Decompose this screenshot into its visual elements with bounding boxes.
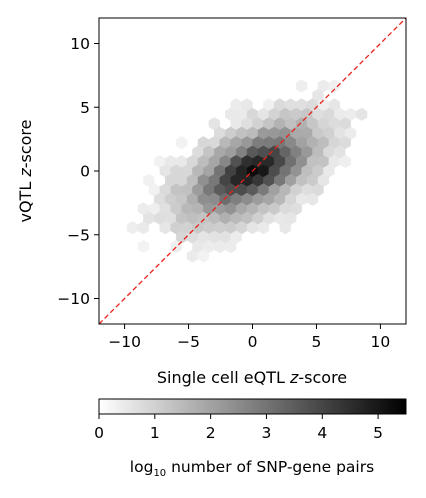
colorbar-tick-label: 0	[94, 424, 104, 442]
identity-reference-line	[99, 18, 406, 324]
hexbin-cell	[328, 79, 340, 93]
x-tick-label: −10	[108, 333, 141, 351]
hexbin-cell	[339, 155, 351, 169]
y-tick-label: −10	[57, 290, 90, 308]
hexbin-cell	[197, 249, 210, 263]
hexbin-cell	[137, 221, 150, 235]
colorbar-label: log10 number of SNP-gene pairs	[130, 458, 374, 479]
x-tick-label: 0	[248, 333, 258, 351]
x-tick-label: 10	[371, 333, 391, 351]
colorbar	[98, 398, 407, 415]
y-axis-ticks: −10 −5 0 5 10	[57, 35, 99, 308]
y-tick-label: −5	[67, 226, 90, 244]
hexbin-cell	[137, 240, 150, 254]
hexbin-cell	[306, 192, 319, 206]
colorbar-tick-label: 3	[262, 424, 272, 442]
hexbin-cell	[295, 79, 308, 93]
hexbin-cells	[126, 79, 368, 263]
x-tick-label: 5	[312, 333, 322, 351]
colorbar-tick-label: 4	[317, 424, 327, 442]
colorbar-tick-label: 5	[373, 424, 383, 442]
y-axis-label: vQTL z-score	[16, 119, 35, 222]
x-tick-label: −5	[177, 333, 200, 351]
hexbin-cell	[175, 136, 188, 150]
colorbar-tick-label: 2	[206, 424, 216, 442]
y-tick-label: 10	[70, 35, 90, 53]
x-axis-ticks: −10 −5 0 5 10	[108, 324, 390, 351]
y-tick-label: 5	[80, 99, 90, 117]
colorbar-tick-label: 1	[150, 424, 160, 442]
hexbin-cell	[257, 221, 270, 235]
hexbin-cell	[126, 221, 139, 235]
colorbar-ticks: 0 1 2 3 4 5	[94, 414, 383, 442]
hexbin-cell	[279, 221, 291, 235]
x-axis-label: Single cell eQTL z-score	[157, 368, 347, 387]
hexbin-cell	[355, 107, 368, 121]
hexbin-cell	[225, 240, 237, 254]
y-tick-label: 0	[80, 163, 90, 181]
